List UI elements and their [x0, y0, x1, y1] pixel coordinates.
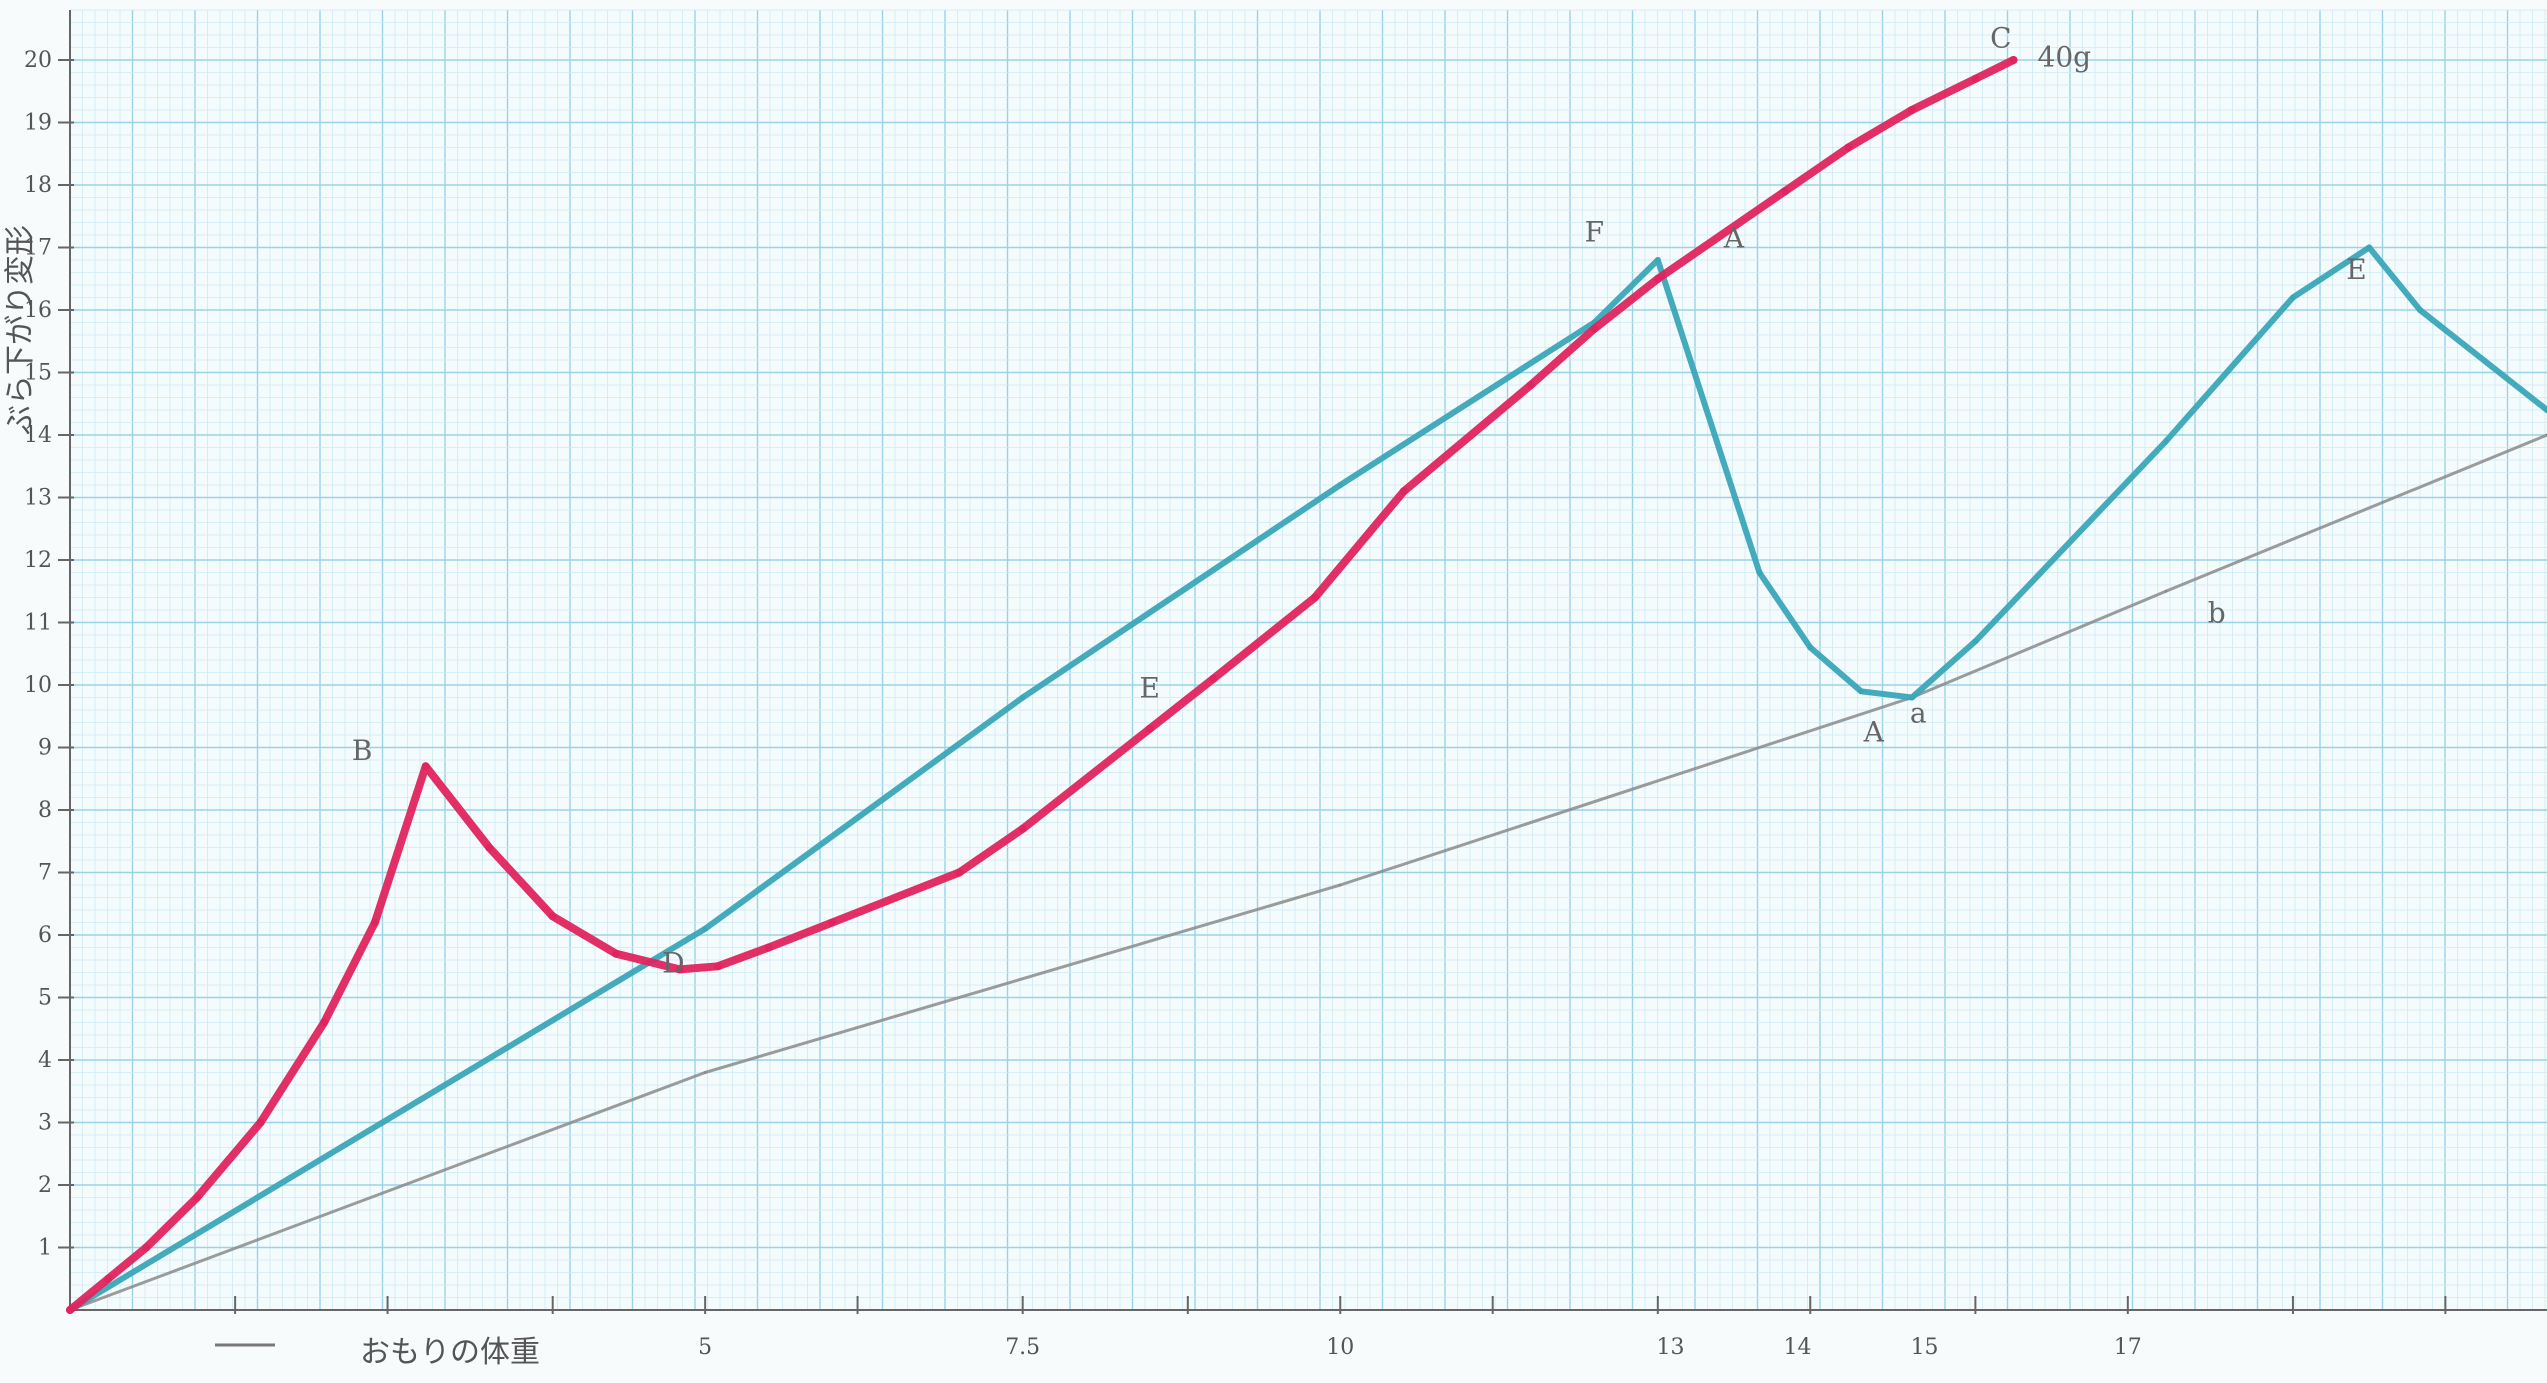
data-point-red — [1907, 106, 1916, 114]
y-tick-label: 19 — [24, 111, 52, 136]
data-point-red — [256, 1118, 265, 1127]
data-point-red — [320, 1018, 329, 1027]
data-point-red — [2009, 56, 2018, 64]
data-point-teal — [1807, 644, 1814, 651]
y-tick-label: 2 — [38, 1173, 52, 1198]
data-point-gray — [703, 1071, 707, 1074]
data-point-teal — [2544, 407, 2547, 413]
data-point-teal — [702, 925, 709, 932]
data-point-teal — [2162, 438, 2169, 445]
data-point-red — [1590, 324, 1599, 333]
data-point-red — [1399, 487, 1408, 496]
data-point-red — [548, 912, 557, 921]
annotation-label: A — [1723, 222, 1745, 255]
annotation-label: C — [1990, 22, 2011, 55]
data-point-red — [1310, 593, 1319, 602]
x-tick-label: 17 — [2114, 1335, 2142, 1360]
y-tick-label: 10 — [24, 673, 52, 698]
x-tick-label: 15 — [1911, 1335, 1939, 1360]
data-point-red — [104, 1274, 113, 1283]
x-tick-label: 5 — [698, 1335, 712, 1360]
annotation-label: E — [1139, 672, 1159, 705]
data-point-red — [1145, 724, 1154, 733]
x-tick-label: 10 — [1326, 1335, 1354, 1360]
y-tick-label: 18 — [24, 173, 52, 198]
y-tick-label: 17 — [24, 236, 52, 261]
y-tick-label: 6 — [38, 923, 52, 948]
data-point-red — [66, 1306, 74, 1314]
data-point-gray — [2164, 589, 2168, 593]
y-tick-label: 12 — [24, 548, 52, 573]
data-point-teal — [1337, 482, 1344, 488]
y-tick-label: 14 — [24, 423, 52, 448]
y-tick-label: 7 — [38, 861, 52, 886]
y-tick-label: 1 — [38, 1236, 52, 1261]
annotation-label: D — [662, 947, 684, 980]
annotation-label: b — [2208, 597, 2226, 630]
data-point-red — [370, 918, 379, 927]
annotation-label: B — [352, 734, 373, 767]
data-point-teal — [2416, 307, 2423, 313]
data-point-red — [675, 965, 684, 974]
data-point-red — [713, 962, 722, 971]
y-tick-label: 4 — [38, 1048, 52, 1073]
data-point-teal — [1972, 638, 1979, 645]
data-point-teal — [1858, 688, 1865, 695]
data-point-teal — [1654, 257, 1661, 263]
data-point-red — [828, 918, 837, 927]
annotation-label: a — [1910, 697, 1927, 730]
data-point-teal — [1019, 694, 1026, 701]
data-point-red — [1018, 824, 1027, 833]
series-line-gray — [68, 433, 2547, 1312]
data-point-red — [421, 762, 430, 771]
y-tick-label: 20 — [24, 48, 52, 73]
x-tick-label: 13 — [1657, 1335, 1685, 1360]
annotation-label: F — [1585, 215, 1604, 248]
y-tick-label: 5 — [38, 986, 52, 1011]
data-point-red — [485, 843, 494, 852]
data-point-red — [764, 943, 773, 952]
data-point-teal — [2366, 244, 2373, 251]
x-tick-label: 14 — [1784, 1335, 1812, 1360]
x-tick-label: 7.5 — [1005, 1335, 1040, 1360]
annotation-label: 40g — [2038, 40, 2092, 73]
annotation-label: E — [2346, 253, 2366, 286]
data-point-red — [193, 1193, 202, 1202]
data-point-teal — [1908, 694, 1915, 701]
data-point-teal — [2289, 294, 2296, 301]
data-point-gray — [1338, 883, 1342, 887]
data-point-red — [1209, 674, 1218, 683]
data-point-teal — [1756, 569, 1763, 576]
data-point-red — [612, 949, 621, 958]
series-line-teal — [67, 244, 2547, 1313]
y-tick-label: 16 — [24, 298, 52, 323]
annotation-label: A — [1863, 715, 1885, 748]
x-axis-title: おもりの体重 — [360, 1335, 540, 1370]
y-axis-title: ぶら下がり変形 — [3, 225, 38, 435]
y-tick-label: 13 — [24, 486, 52, 511]
data-point-red — [955, 868, 964, 877]
data-point-red — [1971, 74, 1980, 83]
data-point-red — [1653, 274, 1662, 283]
y-tick-label: 3 — [38, 1111, 52, 1136]
data-point-red — [142, 1243, 151, 1252]
data-point-red — [1780, 187, 1789, 196]
y-tick-label: 11 — [24, 611, 52, 636]
y-tick-label: 15 — [24, 361, 52, 386]
data-point-red — [1844, 143, 1853, 152]
y-tick-label: 8 — [38, 798, 52, 823]
data-point-red — [1526, 381, 1535, 389]
y-tick-label: 9 — [38, 736, 52, 761]
